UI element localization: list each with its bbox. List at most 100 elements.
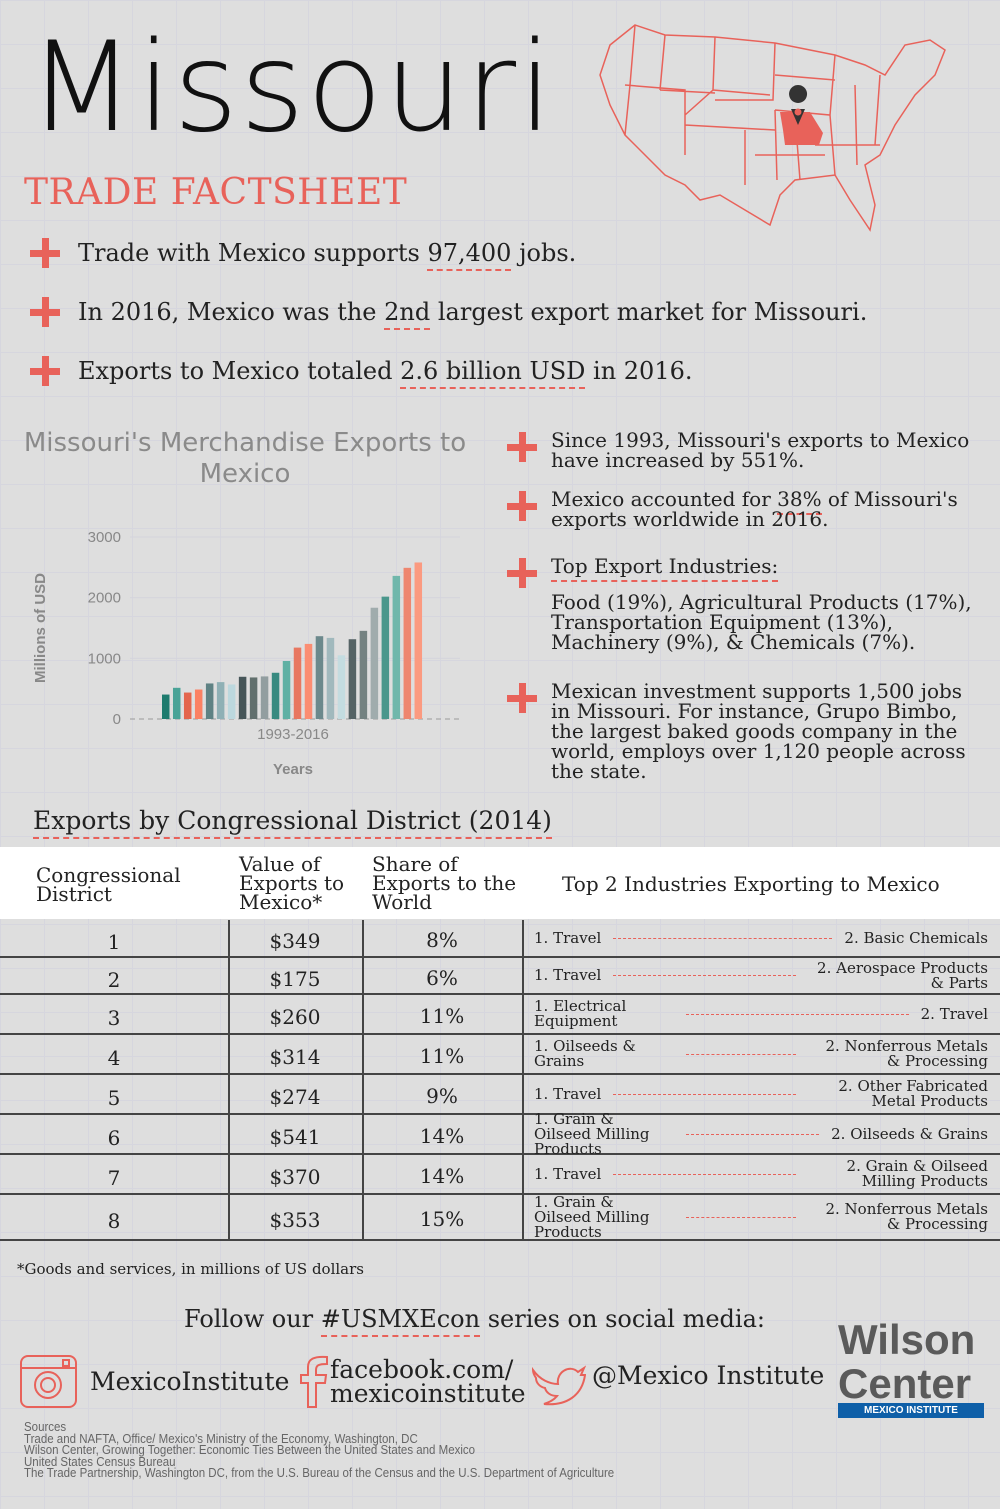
- follow-text: Follow our #USMXEcon series on social me…: [184, 1305, 765, 1337]
- value-cell: $260: [269, 1005, 321, 1029]
- facebook-handle[interactable]: facebook.com/ mexicoinstitute: [330, 1355, 526, 1408]
- dashed-connector: [613, 937, 833, 939]
- bar-2001: [249, 677, 258, 719]
- value-cell: $353: [269, 1208, 321, 1232]
- industry-1: 1. Grain & Oilseed Milling Products: [534, 1109, 650, 1158]
- fact-highlight: 38%: [777, 487, 822, 515]
- bar-1998: [216, 682, 225, 719]
- page-title: Missouri: [28, 16, 555, 160]
- fact-industries: Top Export Industries: Food (19%), Agricu…: [505, 554, 975, 654]
- source-item: United States Census Bureau: [24, 1454, 176, 1469]
- plus-icon: [28, 236, 62, 270]
- twitter-handle[interactable]: @Mexico Institute: [592, 1361, 825, 1390]
- dashed-connector: [686, 1013, 909, 1015]
- plus-icon: [505, 489, 539, 523]
- column-header: Share of Exports to the World: [372, 852, 517, 914]
- instagram-icon[interactable]: [20, 1355, 77, 1408]
- bar-2005: [293, 647, 302, 719]
- dashed-connector: [686, 1133, 820, 1135]
- bar-1996: [194, 689, 203, 719]
- mexico-institute-badge: MEXICO INSTITUTE: [838, 1403, 984, 1418]
- fact-text: Food (19%), Agricultural Products (17%),…: [551, 590, 972, 654]
- industry-1: 1. Travel: [534, 1084, 602, 1103]
- y-tick-label: 2000: [88, 590, 121, 607]
- follow-pre: Follow our: [184, 1305, 321, 1333]
- industry-2: 2. Travel: [920, 1004, 988, 1023]
- fact-text: Mexico accounted for: [551, 487, 778, 511]
- table-row: 3 $260 11% 1. Electrical Equipment 2. Tra…: [0, 995, 1000, 1035]
- fact-text: Trade with Mexico supports: [78, 239, 428, 267]
- dashed-connector: [613, 975, 796, 976]
- dashed-connector: [686, 1216, 796, 1218]
- source-item: The Trade Partnership, Washington DC, fr…: [24, 1466, 615, 1480]
- industry-2: 2. Grain & Oilseed Milling Products: [846, 1157, 988, 1190]
- twitter-icon[interactable]: [530, 1362, 586, 1408]
- dashed-connector: [686, 1053, 796, 1055]
- table-row: 2 $175 6% 1. Travel 2. Aerospace Products…: [0, 958, 1000, 995]
- column-header: Value of Exports to Mexico*: [239, 852, 345, 914]
- follow-post: series on social media:: [480, 1305, 765, 1333]
- value-cell: $274: [269, 1085, 321, 1109]
- hashtag-link[interactable]: #USMXEcon: [320, 1305, 481, 1337]
- fact-highlight: 2.6 billion USD: [400, 357, 586, 389]
- industries-cell: 1. Travel 2. Other Fabricated Metal Produ…: [522, 1075, 1000, 1113]
- page-subtitle: TRADE FACTSHEET: [24, 172, 408, 213]
- bar-1997: [205, 683, 214, 719]
- column-header: Congressional District: [36, 863, 181, 906]
- bar-2010: [348, 639, 357, 719]
- fact-highlight: 2nd: [384, 298, 431, 330]
- table-title: Exports by Congressional District (2014): [33, 806, 552, 839]
- table-row: 1 $349 8% 1. Travel 2. Basic Chemicals: [0, 920, 1000, 958]
- bar-2008: [326, 637, 335, 719]
- district-cell: 7: [107, 1166, 121, 1190]
- fact-text: Exports to Mexico totaled: [78, 357, 401, 385]
- fact-jobs: Trade with Mexico supports 97,400 jobs.: [28, 236, 576, 271]
- share-cell: 11%: [419, 1004, 465, 1028]
- share-cell: 9%: [426, 1084, 458, 1108]
- logo-line: Wilson: [838, 1316, 976, 1363]
- industries-cell: 1. Electrical Equipment 2. Travel: [522, 995, 1000, 1033]
- source-item: Trade and NAFTA, Office/ Mexico's Minist…: [24, 1431, 418, 1446]
- bar-1999: [227, 684, 236, 719]
- table-row: 5 $274 9% 1. Travel 2. Other Fabricated M…: [0, 1075, 1000, 1115]
- bar-2009: [337, 655, 346, 719]
- share-cell: 14%: [419, 1124, 465, 1148]
- industry-1: 1. Travel: [534, 928, 602, 947]
- fact-share: Mexico accounted for 38% of Missouri's e…: [505, 487, 975, 529]
- industries-cell: 1. Grain & Oilseed Milling Products 2. Oi…: [522, 1111, 1000, 1156]
- instagram-handle[interactable]: MexicoInstitute: [90, 1367, 290, 1396]
- district-cell: 8: [107, 1209, 121, 1233]
- industries-cell: 1. Oilseeds & Grains 2. Nonferrous Metals…: [522, 1035, 1000, 1073]
- table-row: 7 $370 14% 1. Travel 2. Grain & Oilseed M…: [0, 1155, 1000, 1195]
- bar-1993: [162, 694, 170, 719]
- district-cell: 3: [107, 1006, 121, 1030]
- industry-2: 2. Other Fabricated Metal Products: [838, 1077, 988, 1110]
- fact-investment: Mexican investment supports 1,500 jobs i…: [505, 681, 975, 781]
- industry-1: 1. Travel: [534, 1164, 602, 1183]
- industries-cell: 1. Travel 2. Basic Chemicals: [522, 920, 1000, 956]
- plus-icon: [28, 354, 62, 388]
- column-header: Top 2 Industries Exporting to Mexico: [562, 872, 940, 896]
- value-cell: $370: [269, 1165, 321, 1189]
- district-cell: 4: [107, 1046, 121, 1070]
- industry-1: 1. Grain & Oilseed Milling Products: [534, 1192, 650, 1241]
- industry-2: 2. Nonferrous Metals & Processing: [825, 1200, 988, 1233]
- wilson-center-logo: Wilson Center: [838, 1318, 975, 1406]
- plus-icon: [28, 295, 62, 329]
- us-map: [599, 24, 946, 232]
- fact-growth: Since 1993, Missouri's exports to Mexico…: [505, 430, 975, 470]
- industry-2: 2. Oilseeds & Grains: [831, 1124, 988, 1143]
- chart-title: Missouri's Merchandise Exports to Mexico: [23, 428, 467, 489]
- facebook-icon[interactable]: [298, 1355, 330, 1408]
- industries-cell: 1. Grain & Oilseed Milling Products 2. No…: [522, 1192, 1000, 1241]
- district-cell: 5: [107, 1086, 121, 1110]
- y-tick-label: 1000: [88, 650, 121, 667]
- industries-cell: 1. Travel 2. Grain & Oilseed Milling Prod…: [522, 1155, 1000, 1193]
- industries-cell: 1. Travel 2. Aerospace Products & Parts: [522, 958, 1000, 993]
- share-cell: 14%: [419, 1164, 465, 1188]
- share-cell: 6%: [426, 965, 458, 990]
- bar-2000: [238, 676, 247, 719]
- value-cell: $541: [269, 1125, 321, 1149]
- value-cell: $349: [269, 929, 321, 953]
- source-item: Wilson Center, Growing Together: Economi…: [24, 1443, 476, 1457]
